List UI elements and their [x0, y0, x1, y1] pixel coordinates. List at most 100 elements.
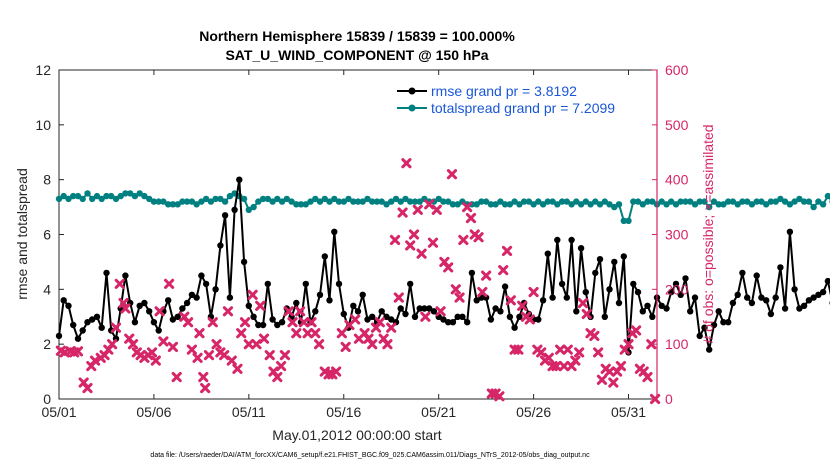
spread-point [558, 198, 566, 205]
rmse-point [155, 327, 162, 334]
spread-point [734, 201, 741, 208]
spread-point [136, 190, 143, 197]
y2-tick-label: 0 [665, 391, 673, 407]
spread-point [217, 195, 224, 203]
spread-point [117, 192, 124, 200]
obs-marker [412, 204, 423, 215]
rmse-point [255, 321, 262, 329]
spread-point [278, 198, 286, 205]
obs-marker [446, 169, 458, 180]
spread-point [364, 195, 371, 203]
rmse-point [710, 321, 718, 329]
spread-point [449, 201, 457, 208]
obs-marker [431, 204, 442, 215]
spread-point [473, 201, 480, 208]
spread-point [202, 195, 210, 203]
spread-point [155, 198, 162, 205]
spread-point [297, 201, 305, 208]
spread-point [340, 198, 347, 205]
obs-marker [524, 314, 535, 325]
spread-point [122, 190, 129, 197]
spread-point [183, 198, 191, 205]
obs-marker [127, 339, 139, 350]
spread-point [516, 201, 523, 208]
spread-point [596, 201, 604, 208]
spread-point [188, 198, 196, 205]
spread-point [250, 203, 257, 211]
rmse-point [715, 308, 722, 315]
spread-point [687, 198, 694, 205]
rmse-point [706, 346, 713, 353]
spread-point [530, 201, 537, 208]
obs-marker [477, 286, 488, 298]
obs-marker [331, 366, 342, 377]
rmse-point [701, 324, 708, 331]
obs-marker [424, 199, 435, 210]
spread-point [758, 198, 765, 205]
obs-marker [623, 339, 634, 350]
rmse-point [217, 242, 224, 249]
rmse-point [725, 319, 732, 326]
rmse-point [558, 280, 566, 288]
spread-point [568, 201, 575, 208]
spread-point [639, 201, 646, 208]
spread-point [131, 192, 139, 200]
spread-point [84, 190, 91, 197]
obs-marker [408, 229, 420, 240]
spread-point [326, 198, 333, 205]
spread-point [767, 198, 775, 205]
rmse-point [74, 335, 82, 342]
spread-point [606, 201, 613, 208]
rmse-point [511, 324, 518, 331]
rmse-point [668, 288, 675, 296]
spread-point [316, 198, 324, 205]
spread-point [663, 201, 670, 208]
rmse-point [753, 272, 760, 279]
spread-point [345, 195, 352, 203]
spread-point [112, 195, 120, 203]
obs-marker [574, 347, 585, 358]
rmse-point [464, 319, 471, 326]
obs-marker [427, 237, 439, 248]
obs-marker [207, 317, 218, 328]
rmse-point [582, 288, 589, 296]
spread-point [601, 198, 608, 205]
spread-point [744, 198, 751, 205]
obs-marker [401, 158, 412, 169]
rmse-point [188, 291, 196, 298]
rmse-point [568, 236, 575, 244]
rmse-point [193, 294, 200, 301]
rmse-point [630, 280, 637, 288]
rmse-point [459, 313, 466, 320]
y2-tick-label: 300 [665, 227, 689, 243]
y-tick-label: 10 [35, 117, 51, 133]
spread-point [634, 198, 642, 205]
obs-marker [473, 232, 484, 243]
rmse-point [615, 299, 623, 307]
y-axis-left: 0 2 4 6 8 10 12 [35, 62, 64, 407]
rmse-point [672, 280, 680, 288]
y2-tick-label: 100 [665, 336, 689, 352]
obs-series [55, 158, 661, 405]
obs-marker [182, 317, 194, 328]
spread-point [146, 195, 153, 203]
spread-point [240, 195, 248, 203]
x-tick-label: 05/31 [611, 404, 646, 420]
spread-point [373, 198, 381, 205]
rmse-point [620, 253, 627, 260]
obs-marker [604, 366, 615, 377]
spread-point [672, 201, 680, 208]
obs-marker [192, 352, 203, 363]
obs-marker [258, 333, 270, 344]
rmse-point [226, 294, 234, 301]
x-axis: 05/01 05/06 05/11 05/16 05/21 05/26 05/31 [41, 70, 646, 420]
obs-marker [150, 355, 161, 366]
spread-point [212, 195, 219, 203]
rmse-point [264, 280, 271, 288]
spread-point [169, 201, 177, 208]
spread-point [511, 198, 518, 205]
rmse-point [796, 305, 803, 312]
rmse-point [819, 288, 827, 296]
rmse-point [634, 288, 642, 296]
rmse-point [150, 319, 158, 326]
